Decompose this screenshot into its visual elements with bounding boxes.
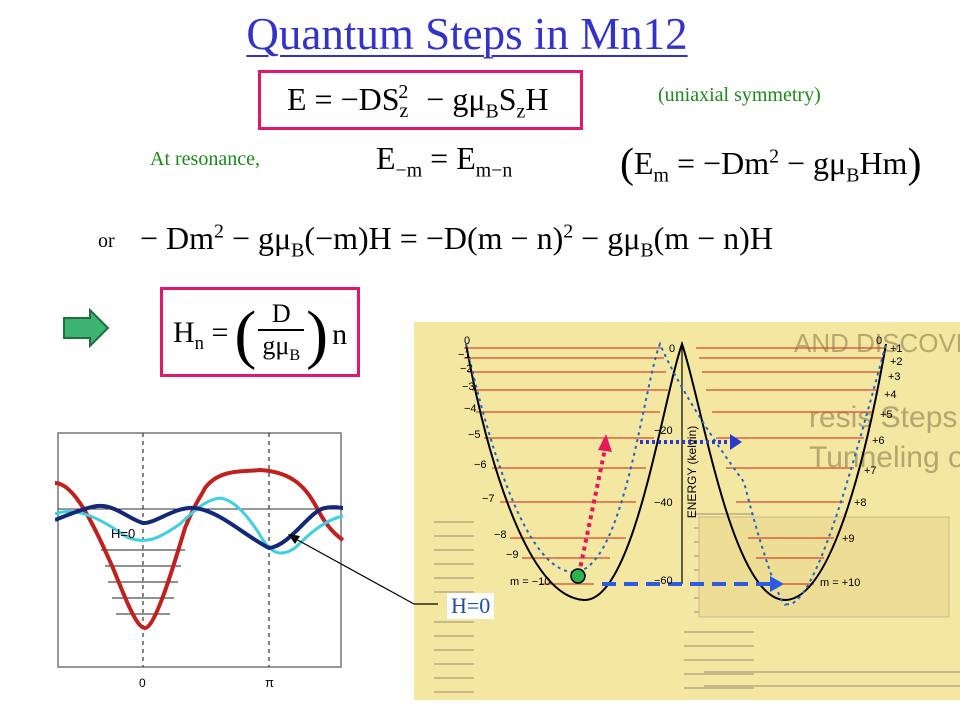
svg-text:+7: +7: [864, 465, 877, 477]
svg-text:+1: +1: [890, 343, 903, 355]
svg-text:+8: +8: [854, 497, 867, 509]
resonance-equation: E−m = Em−n: [376, 140, 513, 182]
svg-text:m = +10: m = +10: [820, 577, 860, 589]
svg-text:0: 0: [876, 335, 882, 347]
navy-potential-curve: [55, 503, 344, 551]
page-title: Quantum Steps in Mn12: [246, 9, 688, 59]
bg-heading-1: AND DISCOVERY: [794, 328, 960, 358]
h0-curve-label: H=0: [111, 526, 135, 541]
energy-levels: [464, 347, 884, 585]
hamiltonian-box: E = −DSz2 − gμBSzH: [258, 70, 583, 130]
scan-background: [414, 322, 960, 700]
svg-text:−6: −6: [474, 459, 487, 471]
plot-frame: [57, 432, 342, 668]
tilted-potential-dotted: [465, 341, 787, 606]
at-resonance-label: At resonance,: [150, 148, 260, 170]
field-equation-box: Hn = ( D gμB ) n: [160, 287, 360, 377]
svg-text:−7: −7: [482, 493, 495, 505]
left-level-labels: 0 −1 −2 −3 −4 −5 −6 −7 −8 −9 m = −10: [458, 335, 550, 588]
svg-text:−1: −1: [458, 349, 471, 361]
blue-dotted-arrow-head: [730, 434, 742, 450]
bg-heading-2: resis Steps Demonstrate: [809, 401, 960, 434]
energy-diagram-scan: AND DISCOVERY resis Steps Demonstrate Tu…: [414, 322, 960, 700]
svg-text:0: 0: [464, 335, 470, 347]
potential-plot: H=0 0 π: [55, 428, 345, 698]
svg-text:−20: −20: [654, 425, 673, 437]
svg-text:−5: −5: [468, 429, 481, 441]
energy-axis-label: ENERGY (kelvin): [685, 426, 699, 518]
state-marker: [570, 568, 586, 584]
svg-text:+5: +5: [880, 409, 893, 421]
right-arrow-icon: [63, 308, 110, 348]
svg-text:+6: +6: [872, 435, 885, 447]
pink-tunnel-arrow: [577, 443, 608, 575]
cyan-potential-curve: [55, 496, 344, 555]
tick-zero-label: 0: [139, 676, 146, 690]
hamiltonian-equation: E = −DSz2 − gμBSzH: [287, 81, 549, 123]
tilted-potential-dotted-right: [785, 343, 887, 606]
svg-text:0: 0: [669, 343, 675, 355]
svg-text:−2: −2: [460, 363, 473, 375]
svg-text:+9: +9: [842, 533, 855, 545]
callout-arrows: [288, 534, 438, 605]
uniaxial-note: (uniaxial symmetry): [658, 84, 821, 106]
field-equation: Hn = ( D gμB ) n: [173, 298, 348, 371]
svg-text:+2: +2: [890, 356, 903, 368]
svg-text:+4: +4: [884, 389, 897, 401]
svg-text:−60: −60: [654, 575, 673, 587]
svg-text:−4: −4: [464, 403, 477, 415]
svg-text:−9: −9: [506, 549, 519, 561]
expanded-equation: − Dm2 − gμB(−m)H = −D(m − n)2 − gμB(m − …: [140, 220, 773, 262]
pink-arrow-head: [598, 434, 612, 452]
svg-text:−3: −3: [462, 381, 475, 393]
svg-text:m = −10: m = −10: [510, 576, 550, 588]
svg-text:−40: −40: [654, 497, 673, 509]
energy-level-equation: (Em = −Dm2 − gμBHm): [620, 141, 922, 187]
tick-pi-label: π: [265, 675, 274, 690]
double-well-curve: [465, 340, 887, 602]
svg-text:+3: +3: [888, 371, 901, 383]
energy-axis-ticks: 0 −20 −40 −60: [654, 343, 675, 587]
right-level-labels: 0 +1 +2 +3 +4 +5 +6 +7 +8 +9 m = +10: [820, 335, 903, 589]
blue-dashed-arrow-head: [770, 576, 784, 592]
svg-text:−8: −8: [494, 529, 507, 541]
h0-callout-label: H=0: [447, 593, 495, 619]
or-label: or: [98, 230, 115, 252]
